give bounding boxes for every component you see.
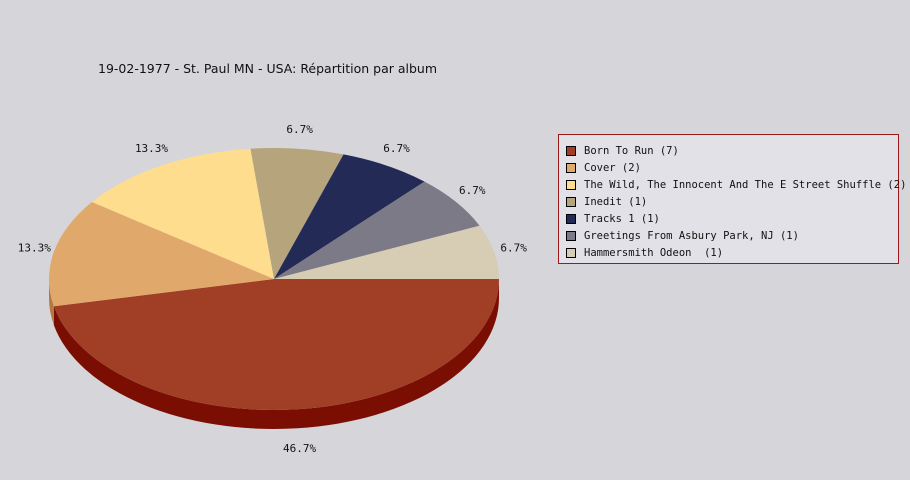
legend-label-3: Inedit (1): [584, 195, 648, 208]
pie-percent-label-6: 6.7%: [500, 242, 527, 255]
pie-slice-4: [274, 154, 425, 279]
legend-item-5: Greetings From Asbury Park, NJ (1): [559, 227, 898, 244]
pie-percent-label-2: 13.3%: [135, 142, 168, 155]
legend-item-0: Born To Run (7): [559, 142, 898, 159]
legend-label-5: Greetings From Asbury Park, NJ (1): [584, 229, 799, 242]
legend-item-6: Hammersmith Odeon (1): [559, 244, 898, 261]
legend-item-1: Cover (2): [559, 159, 898, 176]
legend-label-0: Born To Run (7): [584, 144, 679, 157]
legend-item-4: Tracks 1 (1): [559, 210, 898, 227]
pie-slice-side-1: [49, 279, 54, 326]
legend-swatch-3: [566, 196, 576, 207]
legend-label-6: Hammersmith Odeon (1): [584, 246, 724, 259]
pie-percent-label-3: 6.7%: [286, 123, 313, 136]
legend-swatch-5: [566, 230, 576, 241]
pie-percent-label-0: 46.7%: [283, 442, 316, 455]
pie-slice-1: [49, 202, 275, 307]
chart-title: 19-02-1977 - St. Paul MN - USA: Répartit…: [98, 61, 438, 76]
legend-swatch-2: [566, 179, 576, 190]
pie-slice-2: [91, 148, 274, 279]
pie-percent-label-4: 6.7%: [383, 142, 410, 155]
legend-swatch-4: [566, 213, 576, 224]
legend-label-1: Cover (2): [584, 161, 641, 174]
pie-slice-6: [274, 225, 499, 279]
legend-label-4: Tracks 1 (1): [584, 212, 660, 225]
pie-percent-label-1: 13.3%: [18, 242, 51, 255]
pie-tops: [49, 148, 500, 410]
legend: Born To Run (7) Cover (2) The Wild, The In…: [558, 134, 906, 264]
legend-swatch-6: [566, 247, 576, 258]
pie-percent-label-5: 6.7%: [459, 184, 486, 197]
legend-swatch-0: [566, 145, 576, 156]
legend-item-3: Inedit (1): [559, 193, 898, 210]
legend-item-2: The Wild, The Innocent And The E Street …: [559, 176, 906, 193]
legend-swatch-1: [566, 162, 576, 173]
pie-sides: [49, 279, 500, 429]
pie-slice-3: [250, 148, 344, 279]
pie-slice-0: [53, 279, 500, 410]
legend-label-2: The Wild, The Innocent And The E Street …: [584, 178, 907, 191]
pie-slice-5: [274, 181, 480, 279]
pie-labels: 46.7% 13.3% 13.3% 6.7% 6.7% 6.7% 6.7%: [18, 123, 527, 455]
